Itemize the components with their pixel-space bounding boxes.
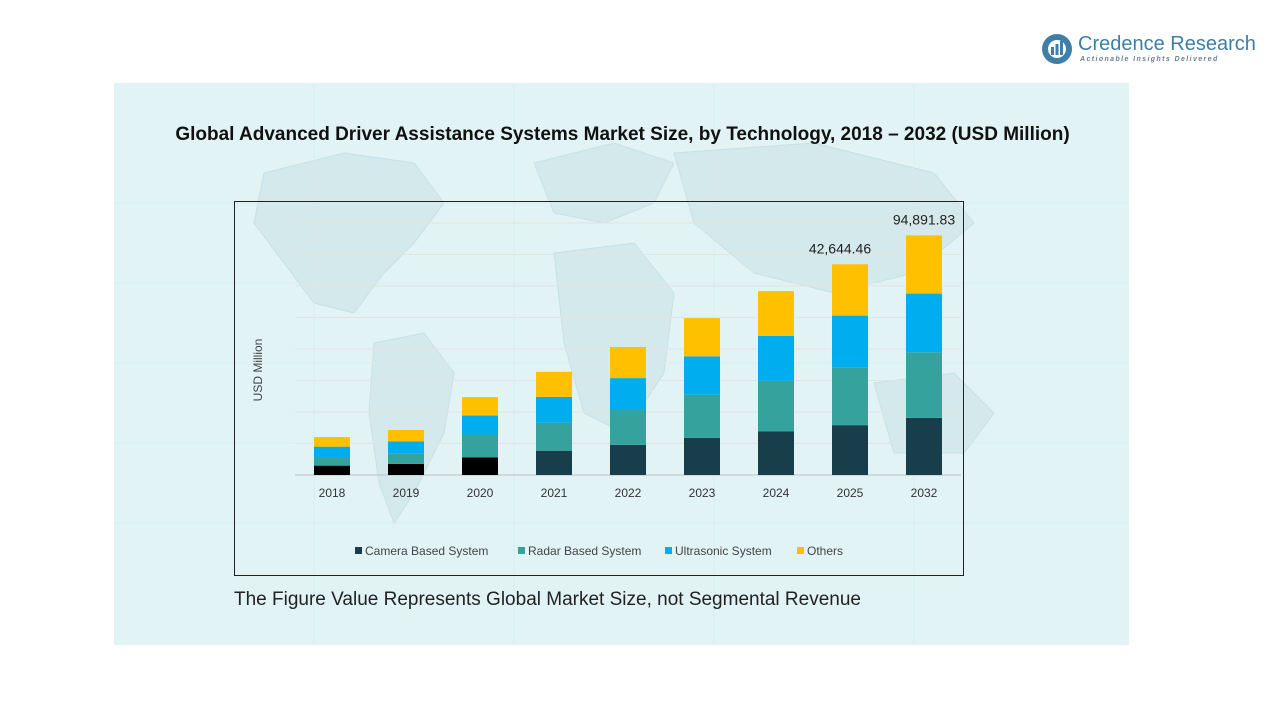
data-label-2032: 94,891.83 — [893, 211, 955, 227]
bar-others-2032 — [906, 235, 942, 294]
bar-ultrasonic-2020 — [462, 415, 498, 435]
bar-radar-2019 — [388, 453, 424, 464]
stacked-bar-chart: USD Million 2018 2019 2020 2021 2022 2023 2024 2… — [251, 211, 961, 558]
bar-radar-2023 — [684, 394, 720, 438]
bar-camera-2019 — [388, 463, 424, 475]
legend-label-ultrasonic: Ultrasonic System — [675, 544, 772, 558]
bar-camera-2025 — [832, 425, 868, 475]
bar-radar-2018 — [314, 457, 350, 466]
legend-label-others: Others — [807, 544, 843, 558]
x-tick-label: 2019 — [393, 486, 420, 500]
x-tick-label: 2022 — [615, 486, 642, 500]
brand-logo-icon — [1042, 34, 1072, 64]
bar-camera-2024 — [758, 431, 794, 475]
bar-others-2022 — [610, 346, 646, 379]
x-tick-label: 2018 — [319, 486, 346, 500]
bar-camera-2023 — [684, 437, 720, 475]
x-tick-label: 2025 — [837, 486, 864, 500]
bar-camera-2018 — [314, 465, 350, 475]
bar-ultrasonic-2022 — [610, 378, 646, 410]
bar-ultrasonic-2025 — [832, 315, 868, 368]
legend-swatch-ultrasonic — [665, 547, 672, 554]
brand-tagline: Actionable Insights Delivered — [1080, 56, 1219, 63]
bar-others-2023 — [684, 318, 720, 357]
brand-name: Credence Research — [1078, 33, 1256, 55]
bar-ultrasonic-2032 — [906, 293, 942, 353]
legend-swatch-radar — [518, 547, 525, 554]
bar-ultrasonic-2023 — [684, 356, 720, 395]
x-tick-label: 2021 — [541, 486, 568, 500]
bar-radar-2021 — [536, 422, 572, 451]
bar-radar-2032 — [906, 352, 942, 418]
bar-others-2018 — [314, 437, 350, 447]
bar-ultrasonic-2019 — [388, 441, 424, 454]
x-tick-label: 2024 — [763, 486, 790, 500]
bar-radar-2020 — [462, 434, 498, 458]
bar-camera-2022 — [610, 444, 646, 475]
legend-label-radar: Radar Based System — [528, 544, 641, 558]
chart-footnote: The Figure Value Represents Global Marke… — [234, 589, 861, 610]
bar-ultrasonic-2021 — [536, 396, 572, 423]
bar-ultrasonic-2024 — [758, 335, 794, 381]
bar-others-2020 — [462, 397, 498, 416]
x-tick-label: 2023 — [689, 486, 716, 500]
brand-logo: Credence Research Actionable Insights De… — [1040, 32, 1260, 68]
chart-panel — [114, 83, 1129, 645]
chart-title: Global Advanced Driver Assistance System… — [175, 124, 1070, 145]
bar-others-2019 — [388, 429, 424, 442]
legend-swatch-camera — [355, 547, 362, 554]
bar-others-2024 — [758, 291, 794, 336]
legend-swatch-others — [797, 547, 804, 554]
x-tick-label: 2020 — [467, 486, 494, 500]
bar-camera-2021 — [536, 450, 572, 475]
bar-radar-2022 — [610, 409, 646, 445]
bar-radar-2025 — [832, 367, 868, 426]
y-axis-label: USD Million — [251, 339, 265, 402]
x-tick-label: 2032 — [911, 486, 938, 500]
bar-camera-2020 — [462, 457, 498, 475]
bar-ultrasonic-2018 — [314, 446, 350, 458]
bar-others-2025 — [832, 264, 868, 316]
data-label-2025: 42,644.46 — [809, 240, 871, 256]
bar-radar-2024 — [758, 380, 794, 432]
legend-label-camera: Camera Based System — [365, 544, 488, 558]
bar-camera-2032 — [906, 417, 942, 475]
chart-area: USD Million 2018 2019 2020 2021 2022 2023 2024 2… — [234, 201, 964, 576]
bar-others-2021 — [536, 371, 572, 397]
